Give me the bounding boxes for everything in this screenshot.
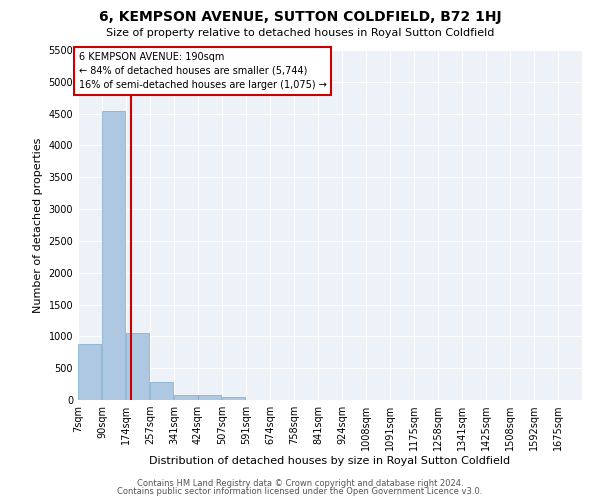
- Text: 6, KEMPSON AVENUE, SUTTON COLDFIELD, B72 1HJ: 6, KEMPSON AVENUE, SUTTON COLDFIELD, B72…: [98, 10, 502, 24]
- Text: Size of property relative to detached houses in Royal Sutton Coldfield: Size of property relative to detached ho…: [106, 28, 494, 38]
- Text: Contains public sector information licensed under the Open Government Licence v3: Contains public sector information licen…: [118, 487, 482, 496]
- Bar: [198, 395, 221, 400]
- Bar: [78, 344, 101, 400]
- Bar: [222, 397, 245, 400]
- Bar: [150, 382, 173, 400]
- Bar: [126, 332, 149, 400]
- Text: Contains HM Land Registry data © Crown copyright and database right 2024.: Contains HM Land Registry data © Crown c…: [137, 478, 463, 488]
- Bar: [174, 394, 197, 400]
- X-axis label: Distribution of detached houses by size in Royal Sutton Coldfield: Distribution of detached houses by size …: [149, 456, 511, 466]
- Text: 6 KEMPSON AVENUE: 190sqm
← 84% of detached houses are smaller (5,744)
16% of sem: 6 KEMPSON AVENUE: 190sqm ← 84% of detach…: [79, 52, 326, 90]
- Y-axis label: Number of detached properties: Number of detached properties: [33, 138, 43, 312]
- Bar: [102, 111, 125, 400]
